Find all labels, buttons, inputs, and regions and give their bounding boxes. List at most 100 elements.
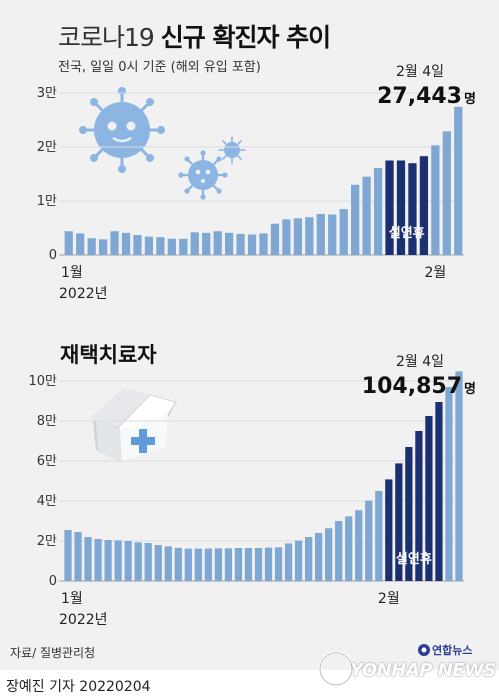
holiday-label: 설연휴 [389,225,425,241]
bar [244,548,253,581]
bar-holiday [385,479,393,581]
bar [74,532,82,581]
bar-holiday [425,416,433,581]
annotation-value: 27,443 [377,84,462,109]
bar [315,533,323,581]
annotation-date: 2월 4일 [396,354,444,370]
x-tick-label: 2월 [378,591,400,607]
bar [121,232,131,255]
x-tick-label: 1월 [61,591,83,607]
bar [224,548,233,581]
yonhap-logo-icon [318,644,430,687]
bar [94,539,102,581]
bar [442,131,451,255]
annotation-unit: 명 [464,381,476,397]
bar [247,234,257,255]
bar [270,223,280,255]
bar [164,546,172,581]
bar [167,238,176,255]
logo-korean: 연합뉴스 [432,644,473,657]
bar [351,184,360,255]
bar [316,213,325,255]
bar [455,371,463,581]
bar [355,510,363,581]
bar [373,168,383,255]
page-subtitle: 전국, 일일 0시 기준 (해외 유입 포함) [58,60,261,75]
bar [254,548,263,581]
bar [64,530,72,581]
bar [282,219,291,255]
bar [365,500,373,581]
bar-holiday [419,156,429,255]
bar [144,543,152,581]
bar [445,387,453,581]
bar [204,548,212,581]
virus-icon [79,87,165,173]
bar [202,232,211,255]
y-tick-label: 8만 [37,414,57,429]
bar-holiday [435,402,443,581]
bar [225,232,234,255]
bar [124,541,132,581]
bar [236,233,245,255]
y-tick-label: 0 [49,248,57,263]
bar [431,145,440,255]
bar [179,238,188,255]
annotation-value: 104,857 [362,374,462,399]
year-label: 2022년 [59,286,108,302]
y-tick-label: 2만 [37,140,57,155]
bar-holiday [385,160,394,255]
bar [174,547,182,581]
bar [213,231,222,255]
reporter-credit: 장예진 기자 20220204 [6,679,151,695]
bar [335,521,343,581]
bar [110,231,119,255]
bar [274,547,283,581]
bar-holiday [408,163,417,255]
bar [375,491,383,581]
y-tick-label: 4만 [37,494,57,509]
annotation-date: 2월 4일 [396,64,444,80]
year-label: 2022년 [59,612,108,628]
bar [87,238,96,255]
title-bold: 신규 확진자 추이 [160,23,331,52]
y-tick-label: 1만 [37,194,57,209]
page-title: 코로나19 신규 확진자 추이 [58,18,331,54]
bar [305,217,314,255]
bar [328,214,337,255]
y-tick-label: 6만 [37,454,57,469]
bar [294,540,303,581]
bar [134,542,142,581]
virus-icon [218,136,246,164]
bar [84,537,92,581]
bar [184,548,192,581]
bar [234,548,243,581]
bar [325,528,333,581]
bar [454,106,463,255]
bar-holiday [396,160,406,255]
x-tick-label: 1월 [61,265,83,281]
bar [293,218,302,255]
annotation-unit: 명 [464,91,476,107]
bar-holiday [415,431,423,581]
title-light: 코로나19 [58,23,155,52]
y-tick-label: 3만 [37,86,57,101]
bar [214,548,222,581]
holiday-label: 설연휴 [396,551,432,567]
bar [264,547,273,581]
footer-band [0,670,499,698]
bar [284,543,293,581]
bar [64,231,73,255]
bar [194,548,202,581]
bar-holiday [395,463,403,581]
chart-title: 재택치료자 [60,343,157,367]
y-tick-label: 10만 [28,374,57,389]
bar [76,233,85,255]
bar [144,236,154,255]
bar-holiday [405,447,413,581]
